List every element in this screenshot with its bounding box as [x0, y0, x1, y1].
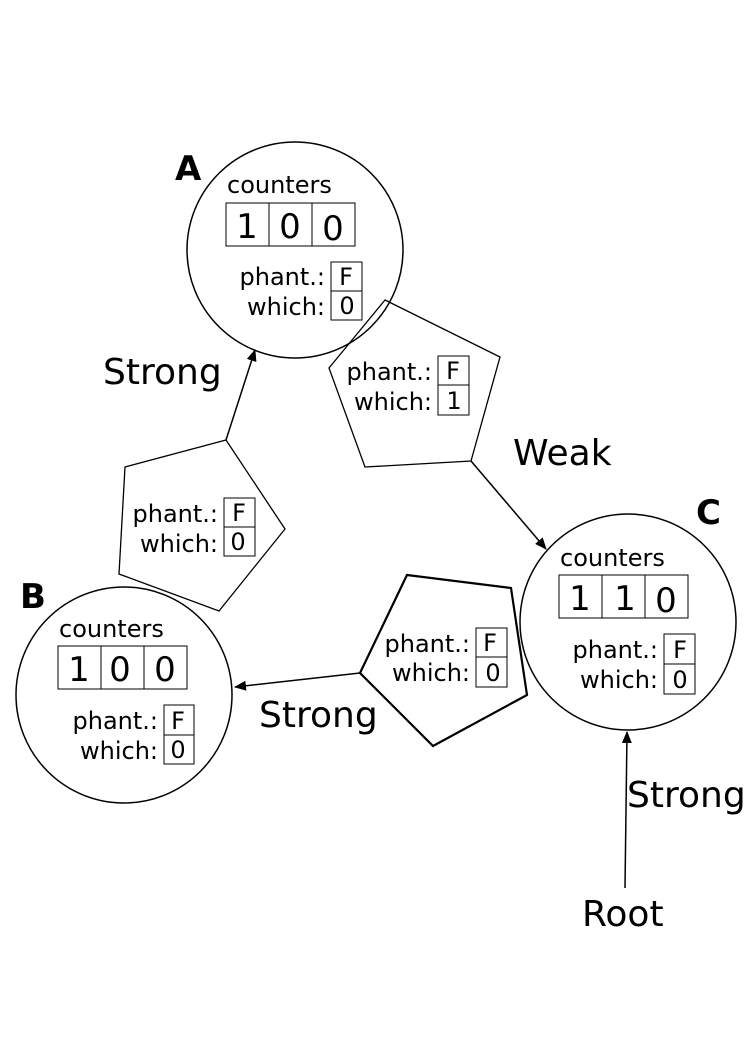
pointer-c-to-b-phant-label: phant.:: [385, 630, 471, 658]
node-a-counters-label: counters: [227, 171, 332, 199]
node-b-phant-label: phant.:: [73, 707, 159, 735]
pointer-b-to-a: phant.: F which: 0: [118, 439, 286, 612]
node-c-counters-label: counters: [560, 544, 665, 572]
pointer-b-to-a-phant-value: F: [232, 499, 246, 527]
node-a-counters: 1 0 0: [225, 202, 356, 249]
arrow-a-to-c: [470, 460, 547, 550]
arrow-b-to-a: [225, 349, 257, 441]
node-a-counter-1: 0: [279, 207, 301, 247]
node-b-counter-0: 1: [68, 650, 90, 690]
root-label: Root: [582, 894, 664, 935]
pointer-c-to-b: phant.: F which: 0: [358, 573, 529, 748]
node-a-circle: [186, 141, 404, 359]
node-b-which-value: 0: [170, 736, 185, 764]
node-c-which-label: which:: [580, 666, 658, 694]
pointer-c-to-b-which-label: which:: [392, 659, 470, 687]
node-a-phant-label: phant.:: [240, 263, 326, 291]
pointer-a-to-c-which-label: which:: [354, 388, 432, 416]
node-c-circle: [519, 513, 737, 731]
node-a-counter-2: 0: [322, 209, 344, 249]
node-b-counter-2: 0: [154, 650, 176, 690]
node-b-phant-value: F: [171, 707, 185, 735]
pointer-a-to-c-phant-value: F: [446, 357, 460, 385]
node-b-counters-label: counters: [59, 615, 164, 643]
node-a-which-label: which:: [247, 293, 325, 321]
node-b-name: B: [20, 577, 46, 617]
node-b-which-label: which:: [80, 737, 158, 765]
pointer-c-to-b-pentagon: [358, 573, 529, 748]
pointer-b-to-a-which-label: which:: [140, 530, 218, 558]
edge-label-c-to-b: Strong: [259, 695, 378, 736]
pointer-c-to-b-which-value: 0: [485, 659, 500, 687]
node-c-which-value: 0: [672, 666, 687, 694]
edge-label-b-to-a: Strong: [103, 352, 222, 393]
pointer-b-to-a-pentagon: [118, 439, 286, 612]
node-c-counter-0: 1: [569, 579, 591, 619]
node-c-counters: 1 1 0: [558, 574, 689, 621]
node-b: B counters 1 0 0 phant.: F which: 0: [15, 577, 233, 804]
node-a-phant-value: F: [339, 263, 353, 291]
node-c-name: C: [696, 493, 721, 533]
pointer-a-to-c-which-value: 1: [446, 387, 461, 415]
node-c-counter-1: 1: [614, 579, 636, 619]
node-c: C counters 1 1 0 phant.: F which: 0: [519, 493, 737, 731]
node-a: A counters 1 0 0 phant.: F which: 0: [175, 141, 404, 359]
pointer-a-to-c-pentagon: [328, 299, 501, 468]
arrow-c-to-b: [234, 672, 361, 691]
node-c-phant-label: phant.:: [573, 636, 659, 664]
node-b-counters: 1 0 0: [57, 645, 188, 690]
edge-label-a-to-c: Weak: [513, 433, 612, 474]
arrow-root-to-c: [621, 731, 632, 889]
node-a-counter-0: 1: [236, 207, 258, 247]
pointer-b-to-a-which-value: 0: [230, 528, 245, 556]
node-b-counter-1: 0: [109, 650, 131, 690]
node-a-name: A: [175, 149, 202, 189]
pointer-b-to-a-phant-label: phant.:: [133, 500, 219, 528]
pointer-a-to-c-phant-label: phant.:: [347, 358, 433, 386]
pointer-a-to-c: phant.: F which: 1: [328, 299, 501, 468]
node-b-circle: [15, 586, 233, 804]
pointer-c-to-b-phant-value: F: [483, 629, 497, 657]
node-c-phant-value: F: [673, 636, 687, 664]
edge-label-root: Strong: [627, 775, 745, 816]
node-c-counter-2: 0: [655, 581, 677, 621]
node-a-which-value: 0: [339, 292, 354, 320]
